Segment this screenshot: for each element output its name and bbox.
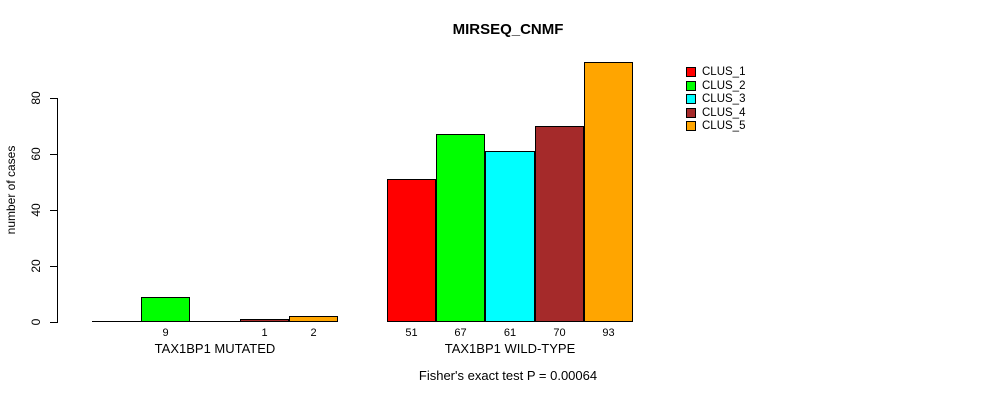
legend-item: CLUS_4	[686, 107, 745, 119]
group-label: TAX1BP1 MUTATED	[154, 341, 276, 356]
y-tick-label: 0	[29, 318, 43, 326]
y-axis-line	[57, 98, 58, 323]
y-axis-tick	[50, 322, 57, 323]
bar	[141, 297, 190, 322]
bar-value-label: 67	[454, 327, 467, 339]
chart-title: MIRSEQ_CNMF	[452, 21, 564, 38]
legend-swatch	[686, 121, 696, 131]
bar	[535, 126, 584, 322]
legend-swatch	[686, 94, 696, 104]
y-axis-tick	[50, 154, 57, 155]
legend-label: CLUS_3	[702, 93, 746, 105]
bar-value-label: 51	[405, 327, 418, 339]
bar-value-label: 2	[310, 327, 317, 339]
group-label: TAX1BP1 WILD-TYPE	[444, 341, 576, 356]
bar-value-label: 61	[503, 327, 517, 339]
legend-item: CLUS_5	[686, 120, 745, 132]
y-axis-tick	[50, 98, 57, 99]
bar-value-label: 93	[602, 327, 615, 339]
legend-swatch	[686, 67, 696, 77]
legend-label: CLUS_1	[702, 66, 746, 78]
y-axis-title: number of cases	[4, 145, 18, 235]
legend-swatch	[686, 80, 696, 91]
legend-item: CLUS_3	[686, 93, 745, 105]
bar	[289, 316, 338, 322]
bar-value-label: 70	[553, 327, 566, 339]
group-baseline	[92, 321, 338, 322]
bar	[436, 134, 485, 322]
legend-label: CLUS_5	[702, 120, 746, 132]
y-axis-tick	[50, 210, 57, 211]
y-tick-label: 60	[29, 147, 43, 161]
y-tick-label: 20	[29, 259, 43, 273]
y-tick-label: 80	[29, 91, 43, 105]
bar	[485, 151, 535, 322]
legend-item: CLUS_1	[686, 66, 745, 78]
bar	[240, 319, 289, 322]
legend-label: CLUS_2	[702, 79, 746, 92]
fisher-annotation: Fisher's exact test P = 0.00064	[418, 368, 598, 383]
legend-label: CLUS_4	[702, 106, 746, 119]
bar-value-label: 1	[261, 327, 268, 339]
y-tick-label: 40	[29, 203, 43, 217]
legend-item: CLUS_2	[686, 80, 745, 92]
bar	[584, 62, 633, 322]
legend-swatch	[686, 107, 696, 118]
y-axis-tick	[50, 266, 57, 267]
bar	[387, 179, 436, 322]
bar-value-label: 9	[162, 327, 169, 339]
